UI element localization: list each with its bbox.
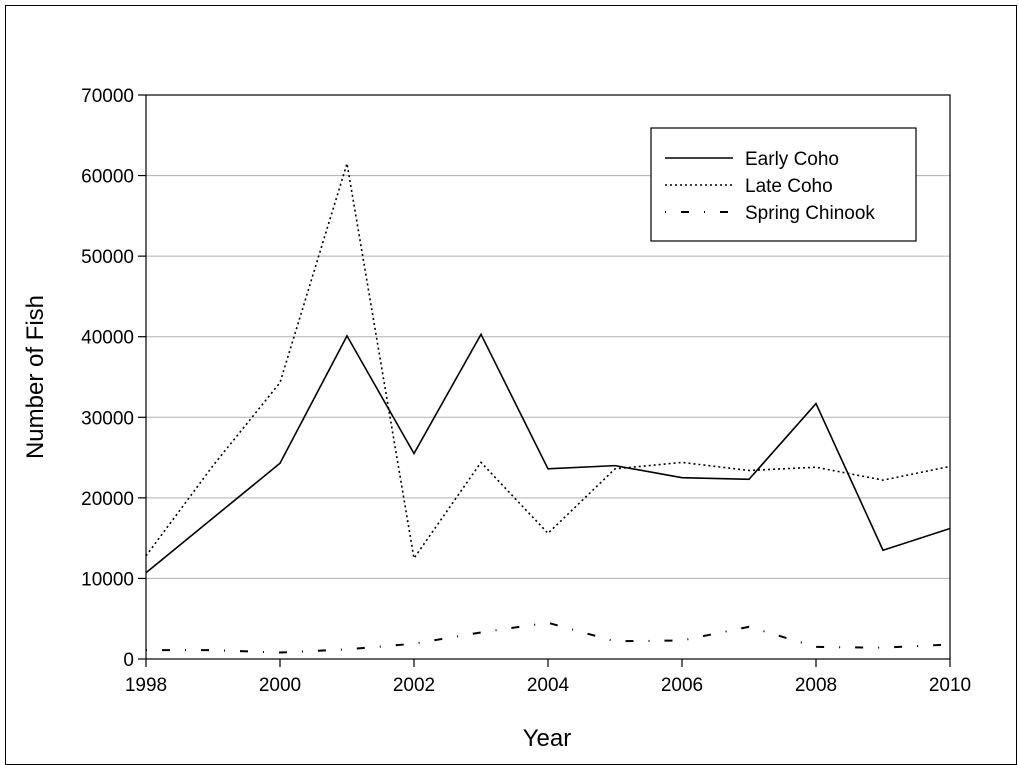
legend-label: Spring Chinook — [745, 203, 875, 224]
x-tick-label: 2004 — [527, 675, 570, 696]
y-tick-label: 0 — [123, 650, 134, 671]
y-tick-label: 50000 — [81, 247, 134, 268]
legend-label: Early Coho — [745, 149, 839, 170]
x-axis-label: Year — [523, 725, 572, 752]
legend: Early Coho Late Coho Spring Chinook — [650, 127, 917, 242]
x-tick-label: 2002 — [393, 675, 435, 696]
y-tick-label: 30000 — [81, 408, 134, 429]
legend-label: Late Coho — [745, 176, 833, 197]
series-line-early-coho — [145, 332, 951, 574]
x-tick-label: 2000 — [259, 675, 301, 696]
series-lines — [145, 163, 951, 654]
y-axis: 0 10000 20000 30000 40000 50000 60000 70000 — [81, 86, 146, 671]
y-tick-label: 70000 — [81, 86, 134, 107]
x-tick-label: 1998 — [125, 675, 167, 696]
y-tick-label: 20000 — [81, 489, 134, 510]
y-axis-label: Number of Fish — [22, 295, 49, 459]
x-axis: 1998 2000 2002 2004 2006 2008 2010 — [125, 659, 971, 696]
x-tick-label: 2006 — [661, 675, 703, 696]
x-tick-label: 2008 — [795, 675, 837, 696]
y-tick-label: 10000 — [81, 569, 134, 590]
series-line-spring-chinook — [146, 621, 951, 654]
x-tick-label: 2010 — [929, 675, 971, 696]
y-tick-label: 60000 — [81, 167, 134, 188]
y-tick-label: 40000 — [81, 328, 134, 349]
